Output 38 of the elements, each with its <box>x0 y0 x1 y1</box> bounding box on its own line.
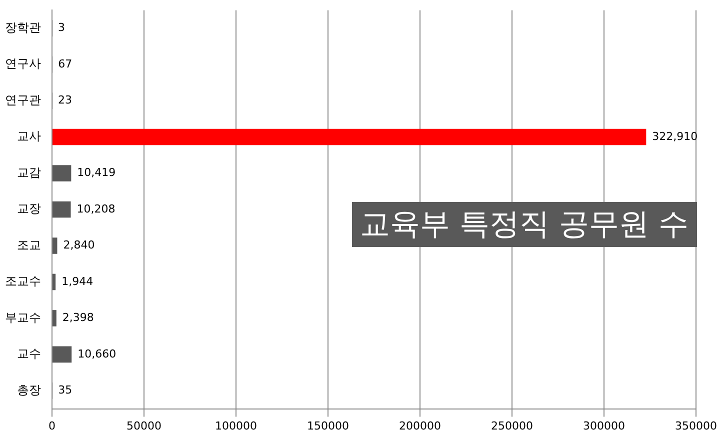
data-label: 1,944 <box>62 274 94 288</box>
x-tick-label: 250000 <box>491 419 534 432</box>
bar <box>52 128 646 146</box>
data-label: 10,208 <box>76 202 116 216</box>
y-tick-label: 연구사 <box>5 56 41 71</box>
data-label: 10,660 <box>78 347 116 360</box>
x-tick-label: 0 <box>48 419 56 432</box>
x-tick-label: 100000 <box>215 419 257 432</box>
data-label: 23 <box>58 94 72 107</box>
y-tick-label: 교감 <box>17 165 41 180</box>
data-label: 67 <box>58 57 72 70</box>
y-tick-label: 교장 <box>17 202 41 216</box>
data-label: 35 <box>58 384 72 397</box>
y-tick-label: 장학관 <box>5 20 41 34</box>
x-tick-label: 350000 <box>675 419 718 432</box>
text: 교육부 특정직 공무원 수 <box>352 202 697 247</box>
data-label: 2,840 <box>63 238 95 252</box>
bar <box>52 201 71 218</box>
data-label: 322,910 <box>652 130 698 143</box>
y-tick-label: 교수 <box>17 346 41 361</box>
bar <box>52 165 72 182</box>
data-label: 2,398 <box>62 311 94 324</box>
bar <box>52 310 56 326</box>
x-tick-label: 200000 <box>399 419 442 432</box>
data-label: 3 <box>58 21 66 34</box>
data-label: 10,419 <box>77 166 116 180</box>
y-tick-label: 조교 <box>17 238 41 252</box>
y-tick-label: 교사 <box>17 129 41 144</box>
bar <box>52 238 58 254</box>
bar <box>52 274 56 290</box>
x-tick-label: 300000 <box>583 419 626 432</box>
bar <box>52 346 72 363</box>
y-tick-label: 조교수 <box>5 274 41 288</box>
y-tick-label: 연구관 <box>5 92 41 107</box>
y-tick-label: 부교수 <box>5 310 41 324</box>
y-tick-label: 총장 <box>17 382 41 397</box>
x-tick-label: 50000 <box>126 419 162 432</box>
x-tick-label: 150000 <box>307 419 349 432</box>
